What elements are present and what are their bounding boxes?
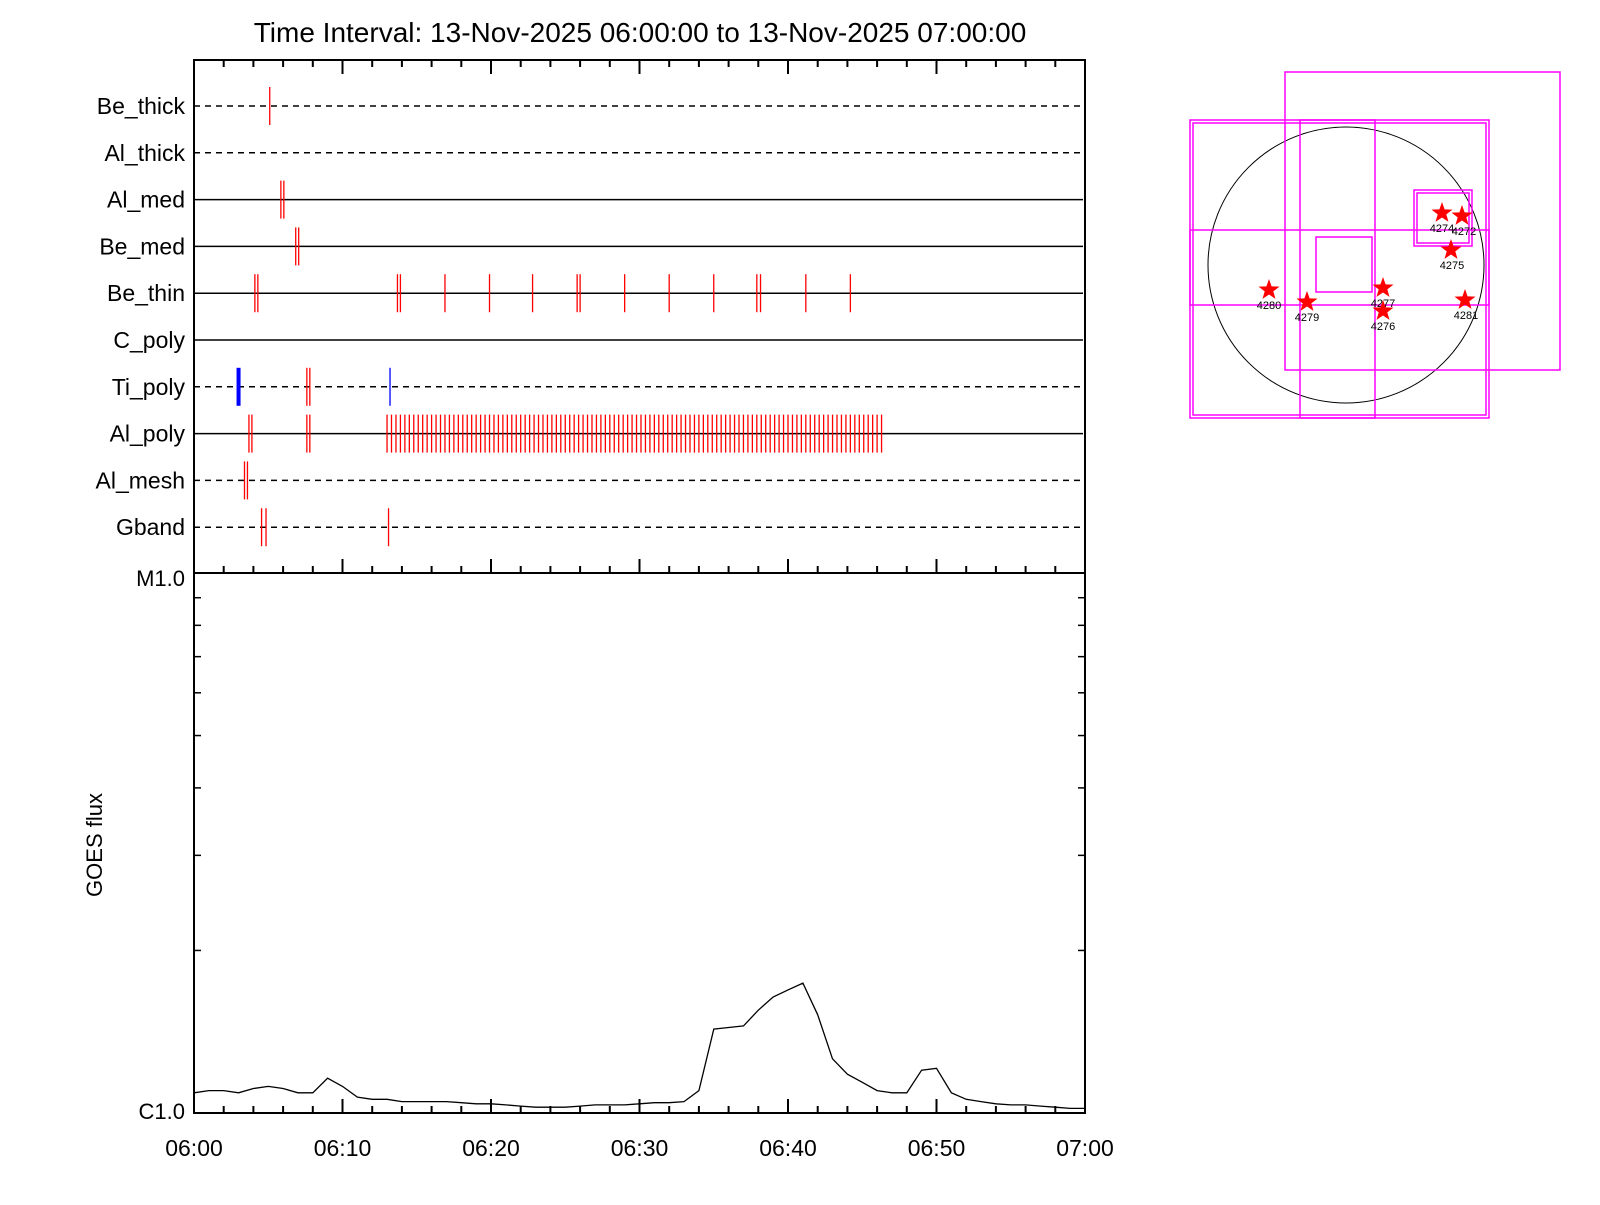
row-label-be_med: Be_med: [99, 233, 185, 259]
ar-star-4277: [1372, 277, 1394, 297]
goes-x-tick-label: 06:40: [759, 1135, 817, 1161]
ar-star-4272: [1451, 205, 1473, 225]
goes-x-tick-label: 07:00: [1056, 1135, 1114, 1161]
row-label-gband: Gband: [116, 514, 185, 540]
ar-star-4279: [1296, 291, 1318, 311]
ar-star-4280: [1258, 279, 1280, 299]
ar-label-4272: 4272: [1452, 226, 1476, 238]
ar-star-4281: [1454, 289, 1476, 309]
ar-star-4275: [1440, 239, 1462, 259]
region-box: [1189, 229, 1490, 306]
goes-y-tick-label: C1.0: [139, 1099, 185, 1124]
row-label-be_thick: Be_thick: [97, 93, 186, 119]
solar-disk-map: 42744272427542774276428042794281: [1189, 71, 1561, 419]
region-box: [1315, 236, 1373, 293]
goes-flux-panel: 06:00 06:10 06:20 06:30 06:40 06:50 07:00 M1.0 C…: [136, 566, 1114, 1161]
goes-flux-line: [193, 982, 1085, 1110]
region-box: [1192, 122, 1487, 416]
goes-x-tick-label: 06:00: [165, 1135, 223, 1161]
event-timeline-panel: Be_thick Al_thick Al_med Be_med Be_thin C_pol…: [96, 59, 1086, 574]
goes-y-tick-label: M1.0: [136, 566, 185, 591]
ar-label-4281: 4281: [1454, 310, 1478, 322]
region-box: [1284, 71, 1561, 371]
solar-disk: [1207, 126, 1485, 404]
row-label-al_mesh: Al_mesh: [96, 467, 185, 493]
goes-x-tick-label: 06:20: [462, 1135, 520, 1161]
row-label-al_poly: Al_poly: [110, 421, 186, 447]
goes-x-tick-label: 06:50: [908, 1135, 966, 1161]
ar-label-4275: 4275: [1440, 260, 1464, 272]
row-label-al_med: Al_med: [107, 187, 185, 213]
region-box: [1413, 189, 1473, 247]
region-box: [1299, 119, 1376, 419]
ar-star-4276: [1372, 300, 1394, 320]
row-label-al_thick: Al_thick: [104, 140, 185, 166]
ar-label-4276: 4276: [1371, 321, 1395, 333]
goes-x-tick-label: 06:10: [314, 1135, 372, 1161]
row-label-c_poly: C_poly: [113, 327, 185, 353]
region-box: [1416, 192, 1470, 244]
chart-title: Time Interval: 13-Nov-2025 06:00:00 to 1…: [254, 17, 1027, 48]
row-label-be_thin: Be_thin: [107, 280, 185, 306]
ar-label-4274: 4274: [1430, 223, 1454, 235]
goes-ylabel: GOES flux: [82, 793, 107, 897]
ar-label-4279: 4279: [1295, 312, 1319, 324]
goes-x-tick-label: 06:30: [611, 1135, 669, 1161]
ar-star-4274: [1431, 202, 1453, 222]
ar-label-4280: 4280: [1257, 300, 1281, 312]
row-label-ti_poly: Ti_poly: [112, 374, 186, 400]
